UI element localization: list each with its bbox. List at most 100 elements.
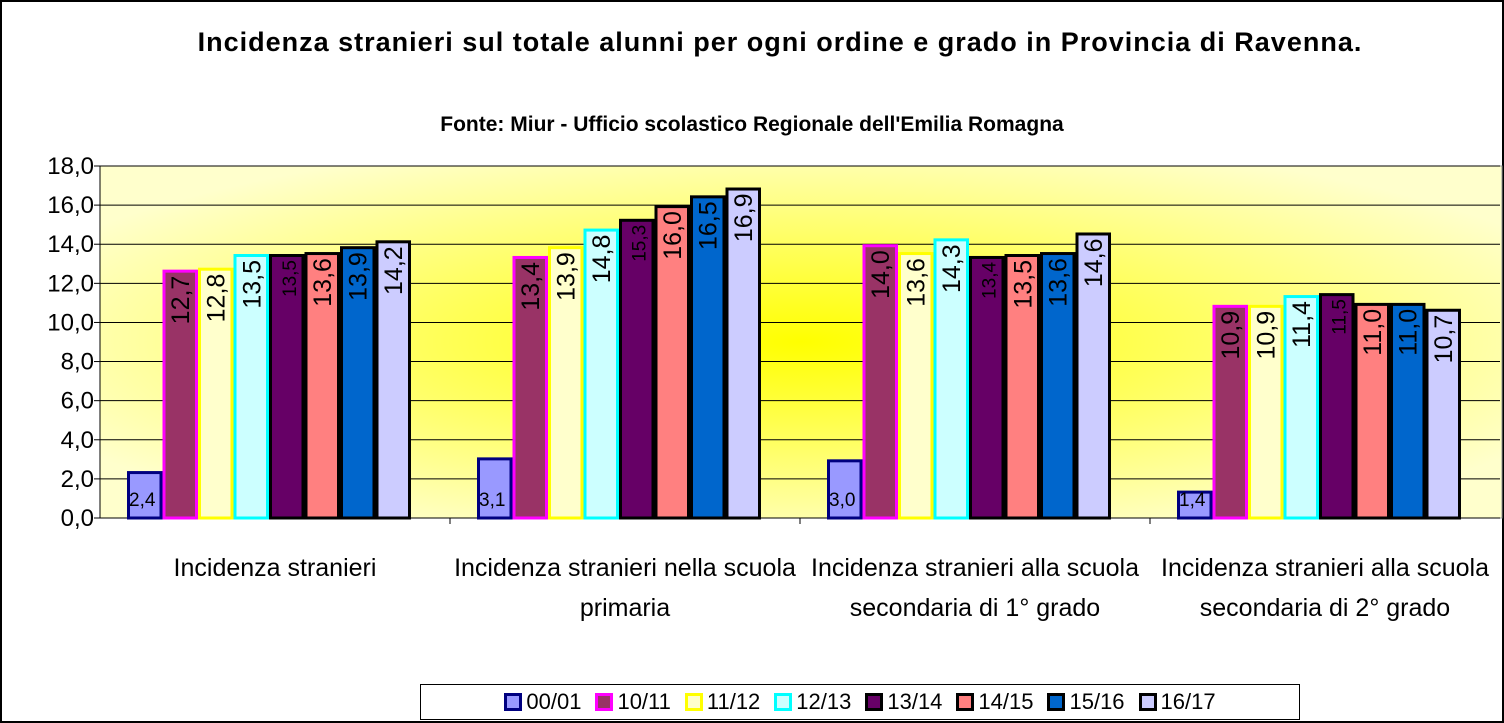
bar <box>477 457 513 520</box>
y-tick-label: 12,0 <box>47 270 94 297</box>
legend-swatch <box>1047 693 1066 711</box>
legend-label: 00/01 <box>526 689 582 714</box>
data-label: 12,8 <box>203 274 231 323</box>
y-tick-label: 8,0 <box>61 349 94 376</box>
legend-label: 12/13 <box>796 689 852 714</box>
legend-item: 10/11 <box>595 689 671 715</box>
data-label: 13,6 <box>1045 258 1073 307</box>
data-label: 1,4 <box>1179 490 1206 511</box>
legend-item: 13/14 <box>865 689 942 715</box>
legend-swatch <box>774 693 793 711</box>
data-label: 14,8 <box>588 235 616 284</box>
x-tick-label: Incidenza stranieri nella scuola primari… <box>454 554 796 622</box>
bar <box>127 471 163 520</box>
x-tick-label: Incidenza stranieri alla scuola secondar… <box>811 554 1139 622</box>
bar <box>933 238 969 520</box>
data-label: 16,9 <box>730 194 758 243</box>
data-label: 13,5 <box>280 260 301 297</box>
data-label: 12,7 <box>167 276 195 325</box>
legend: 00/01 10/11 11/12 12/13 13/14 14/15 15/16 16/17 <box>420 684 1300 720</box>
legend-item: 16/17 <box>1138 689 1216 715</box>
y-tick-label: 10,0 <box>47 309 94 336</box>
bar <box>1212 304 1248 520</box>
data-label: 15,3 <box>630 225 651 262</box>
bar <box>269 254 305 520</box>
data-label: 13,6 <box>903 258 931 307</box>
data-label: 16,0 <box>659 211 687 260</box>
legend-item: 00/01 <box>504 689 581 715</box>
data-label: 13,9 <box>345 252 373 301</box>
data-label: 2,4 <box>129 490 156 511</box>
bar <box>690 195 726 520</box>
bar <box>1248 304 1284 520</box>
legend-swatch <box>595 693 614 711</box>
bar <box>1177 490 1213 520</box>
legend-swatch <box>1138 693 1157 711</box>
bar <box>340 246 376 520</box>
y-tick-label: 18,0 <box>47 153 94 180</box>
bar <box>827 459 863 520</box>
bar <box>1075 232 1111 520</box>
data-label: 14,2 <box>380 246 408 295</box>
data-label: 10,9 <box>1253 311 1281 360</box>
legend-swatch <box>684 693 703 711</box>
y-tick-label: 16,0 <box>47 192 94 219</box>
data-label: 13,4 <box>517 262 545 311</box>
legend-swatch <box>956 693 975 711</box>
legend-item: 12/13 <box>774 689 851 715</box>
bar <box>233 254 269 520</box>
data-label: 14,0 <box>867 250 895 299</box>
data-label: 11,5 <box>1330 299 1351 335</box>
y-tick-label: 4,0 <box>61 427 94 454</box>
legend-label: 15/16 <box>1069 689 1125 714</box>
data-label: 10,9 <box>1217 311 1245 360</box>
data-label: 11,0 <box>1359 309 1387 356</box>
data-label: 14,3 <box>938 244 966 293</box>
bar <box>898 252 934 520</box>
y-tick-label: 6,0 <box>61 388 94 415</box>
bar <box>1354 302 1390 520</box>
data-label: 14,6 <box>1080 238 1108 287</box>
data-label: 3,1 <box>479 490 505 511</box>
legend-label: 10/11 <box>617 689 671 714</box>
data-label: 10,7 <box>1430 315 1458 364</box>
legend-label: 13/14 <box>887 689 943 714</box>
bar <box>548 246 584 520</box>
data-label: 13,5 <box>238 260 266 309</box>
bar <box>1425 308 1461 520</box>
data-label: 13,4 <box>980 262 1001 299</box>
chart-title: Incidenza stranieri sul totale alunni pe… <box>197 27 1363 57</box>
bar <box>512 255 548 520</box>
data-label: 11,0 <box>1395 309 1423 356</box>
legend-label: 14/15 <box>978 689 1034 714</box>
bar <box>862 244 898 520</box>
bar <box>375 240 411 520</box>
data-label: 13,9 <box>553 252 581 301</box>
x-tick-label: Incidenza stranieri <box>173 554 377 582</box>
legend-label: 11/12 <box>706 689 761 714</box>
x-tick-label: Incidenza stranieri alla scuola secondar… <box>1161 554 1489 622</box>
legend-item: 14/15 <box>956 689 1033 715</box>
bar <box>1004 254 1040 520</box>
bar <box>1040 252 1076 520</box>
data-label: 13,6 <box>309 258 337 307</box>
bar <box>654 205 690 520</box>
bar <box>304 252 340 520</box>
data-label: 11,4 <box>1288 301 1316 348</box>
data-label: 16,5 <box>695 201 723 250</box>
bar <box>969 255 1005 520</box>
legend-label: 16/17 <box>1160 689 1216 714</box>
legend-item: 11/12 <box>684 689 761 715</box>
bar <box>619 218 655 520</box>
y-tick-label: 0,0 <box>61 505 94 532</box>
bar <box>1319 293 1355 520</box>
legend-item: 15/16 <box>1047 689 1125 715</box>
bar <box>1390 302 1426 520</box>
y-tick-label: 14,0 <box>47 231 94 258</box>
data-label: 13,5 <box>1009 260 1037 309</box>
bar <box>162 269 198 520</box>
bar <box>198 267 234 520</box>
legend-swatch <box>865 693 884 711</box>
